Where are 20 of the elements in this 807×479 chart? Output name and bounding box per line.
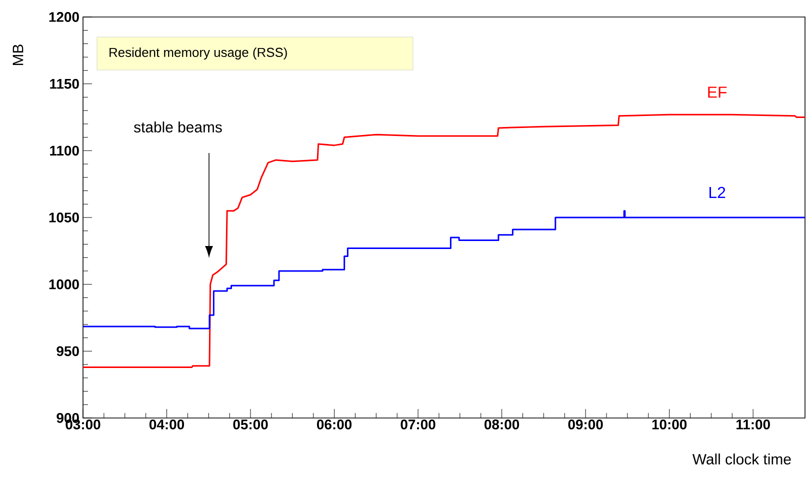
y-tick-label: 1000	[49, 279, 79, 290]
x-tick-label: 10:00	[652, 420, 687, 430]
x-tick-label: 08:00	[484, 420, 520, 430]
series-label: EF	[708, 86, 727, 98]
annotation: stable beams	[134, 122, 222, 132]
text: Resident memory usage (RSS)	[110, 47, 287, 60]
x-tick-label: 11:00	[736, 420, 770, 430]
series-label: L2	[710, 186, 726, 198]
y-tick-label: 1150	[50, 78, 79, 89]
y-tick-label: 950	[56, 346, 79, 356]
y-tick-label: 1100	[50, 146, 79, 156]
x-tick-label: 07:00	[400, 420, 436, 430]
y-tick-label: 1050	[49, 212, 79, 222]
x-tick-label: 04:00	[149, 420, 184, 430]
x-tick-label: 09:00	[568, 420, 603, 430]
y-tick-label: 1200	[49, 12, 79, 22]
x-axis-title: Wall clock time	[692, 454, 791, 464]
x-tick-label: 06:00	[316, 420, 352, 430]
x-tick-label: 05:00	[233, 420, 268, 430]
y-axis-title: MB	[12, 44, 24, 65]
